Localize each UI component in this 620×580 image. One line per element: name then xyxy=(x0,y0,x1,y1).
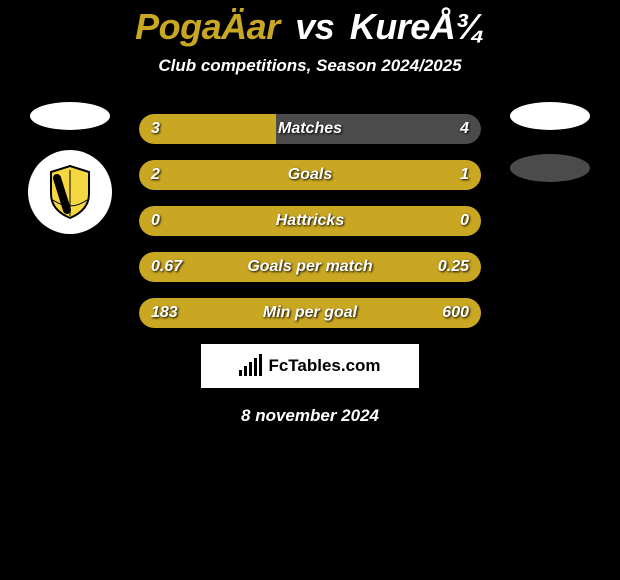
brand-inner: FcTables.com xyxy=(239,356,380,376)
left-player-column xyxy=(20,102,120,234)
stat-value-right: 4 xyxy=(460,114,469,144)
player2-name: KureÅ¾ xyxy=(350,6,485,47)
update-date: 8 november 2024 xyxy=(0,406,620,426)
chart-stage: 34Matches21Goals00Hattricks0.670.25Goals… xyxy=(0,114,620,328)
player1-club-badge xyxy=(28,150,112,234)
vs-text: vs xyxy=(295,6,334,47)
right-player-column xyxy=(500,102,600,182)
subtitle: Club competitions, Season 2024/2025 xyxy=(0,56,620,76)
stat-value-left: 0.67 xyxy=(151,252,182,282)
brand-text: FcTables.com xyxy=(268,356,380,376)
stat-value-left: 2 xyxy=(151,160,160,190)
stat-bar-row: 00Hattricks xyxy=(139,206,481,236)
stat-bar-fill-left xyxy=(139,206,481,236)
stat-bar-fill-left xyxy=(139,160,481,190)
stat-bar-fill-right xyxy=(276,114,481,144)
stat-bars-container: 34Matches21Goals00Hattricks0.670.25Goals… xyxy=(139,114,481,328)
player2-photo-placeholder xyxy=(510,102,590,130)
player1-name: PogaÄar xyxy=(135,6,280,47)
stat-bar-row: 183600Min per goal xyxy=(139,298,481,328)
stat-value-left: 0 xyxy=(151,206,160,236)
brand-box[interactable]: FcTables.com xyxy=(201,344,419,388)
brand-bars-icon xyxy=(239,356,262,376)
stat-bar-row: 34Matches xyxy=(139,114,481,144)
player2-club-placeholder xyxy=(510,154,590,182)
stat-value-right: 0 xyxy=(460,206,469,236)
stat-bar-row: 21Goals xyxy=(139,160,481,190)
stat-bar-fill-left xyxy=(139,252,481,282)
stat-value-left: 3 xyxy=(151,114,160,144)
comparison-title: PogaÄar vs KureÅ¾ xyxy=(0,0,620,48)
stat-value-right: 0.25 xyxy=(438,252,469,282)
stat-value-left: 183 xyxy=(151,298,178,328)
shield-icon xyxy=(47,164,93,220)
stat-value-right: 1 xyxy=(460,160,469,190)
player1-photo-placeholder xyxy=(30,102,110,130)
stat-bar-fill-left xyxy=(139,298,481,328)
stat-value-right: 600 xyxy=(442,298,469,328)
stat-bar-row: 0.670.25Goals per match xyxy=(139,252,481,282)
